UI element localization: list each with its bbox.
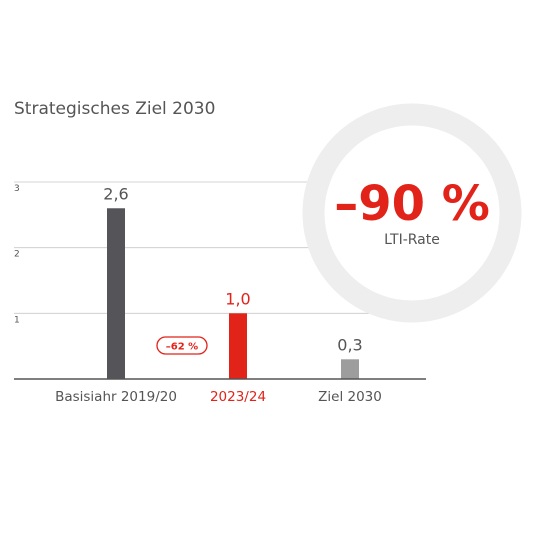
data-label: 1,0 bbox=[225, 289, 250, 308]
change-badge bbox=[156, 336, 208, 355]
change-badge-label: –62 % bbox=[166, 342, 198, 353]
change-badge-group: –62 % bbox=[156, 336, 208, 355]
bar bbox=[229, 313, 247, 379]
bars: 2,6 Basisiahr 2019/20 1,0 2023/24 0,3 Ziel 20… bbox=[55, 184, 382, 405]
bar bbox=[107, 208, 125, 379]
bar bbox=[341, 359, 359, 379]
highlight-ring-inner bbox=[324, 125, 500, 301]
x-tick-label: Basisiahr 2019/20 bbox=[55, 389, 177, 405]
y-tick-label: 2 bbox=[14, 250, 20, 260]
page-title: Strategisches Ziel 2030 bbox=[14, 99, 216, 119]
y-tick-label: 1 bbox=[14, 315, 20, 325]
x-tick-label: Ziel 2030 bbox=[318, 389, 382, 405]
highlight-ring-group: –90 % LTI-Rate bbox=[302, 103, 522, 323]
highlight-label: LTI-Rate bbox=[384, 232, 440, 248]
highlight-value: –90 % bbox=[334, 176, 490, 232]
x-tick-label: 2023/24 bbox=[210, 389, 266, 405]
y-axis: 1 2 3 bbox=[14, 184, 20, 325]
highlight-ring bbox=[302, 103, 522, 323]
data-label: 0,3 bbox=[337, 335, 362, 354]
y-tick-label: 3 bbox=[14, 184, 20, 194]
data-label: 2,6 bbox=[103, 184, 128, 203]
